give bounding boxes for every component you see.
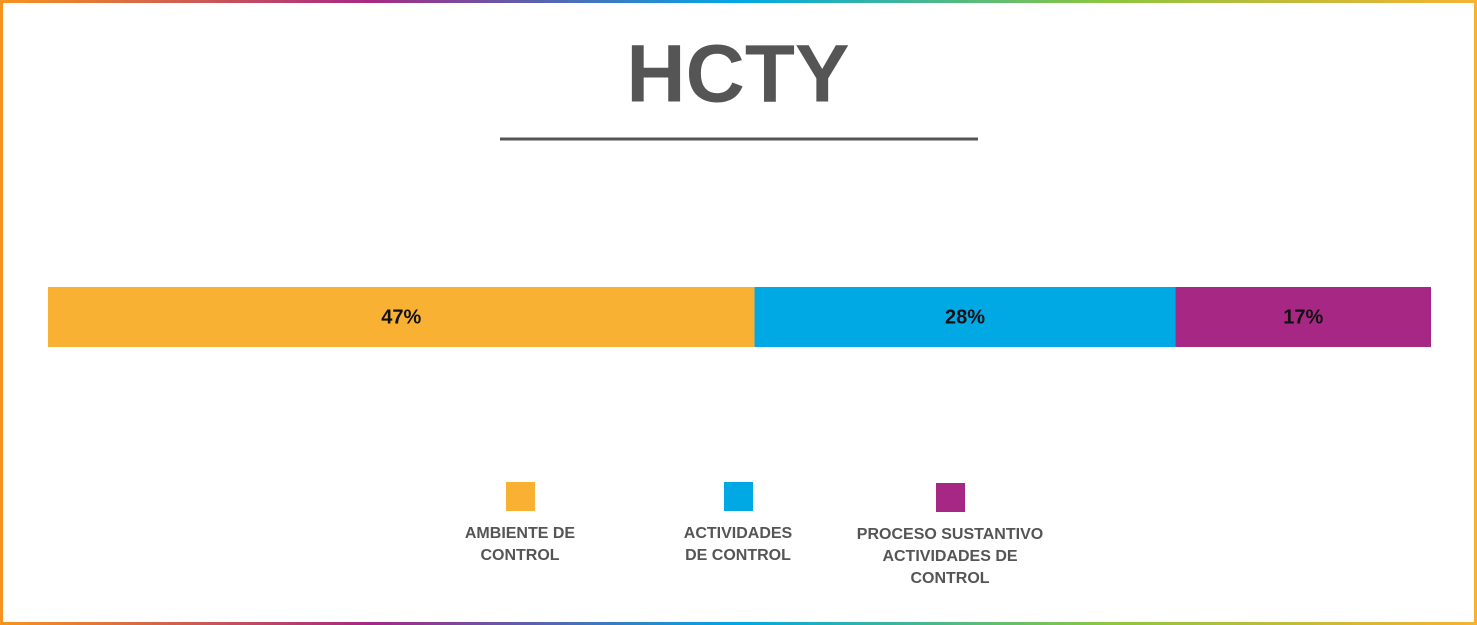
legend-swatch (505, 482, 535, 511)
legend-swatch (935, 483, 965, 512)
value-label: 28% (945, 306, 985, 328)
legend-item: ACTIVIDADES DE CONTROL (633, 482, 843, 567)
legend-item: AMBIENTE DE CONTROL (415, 482, 625, 567)
legend-label: ACTIVIDADES DE CONTROL (683, 525, 793, 564)
legend-label: AMBIENTE DE CONTROL (464, 525, 576, 564)
bar-segment (754, 287, 1176, 347)
value-label: 17% (1283, 306, 1323, 328)
bar-segment (48, 287, 755, 347)
legend-swatch (723, 482, 753, 511)
value-label: 47% (381, 306, 421, 328)
bar-segment (1175, 287, 1431, 347)
legend-label: PROCESO SUSTANTIVO ACTIVIDADES DE CONTRO… (856, 526, 1044, 587)
legend-item: PROCESO SUSTANTIVO ACTIVIDADES DE CONTRO… (845, 483, 1055, 590)
chart-title: HCTY (626, 29, 849, 120)
